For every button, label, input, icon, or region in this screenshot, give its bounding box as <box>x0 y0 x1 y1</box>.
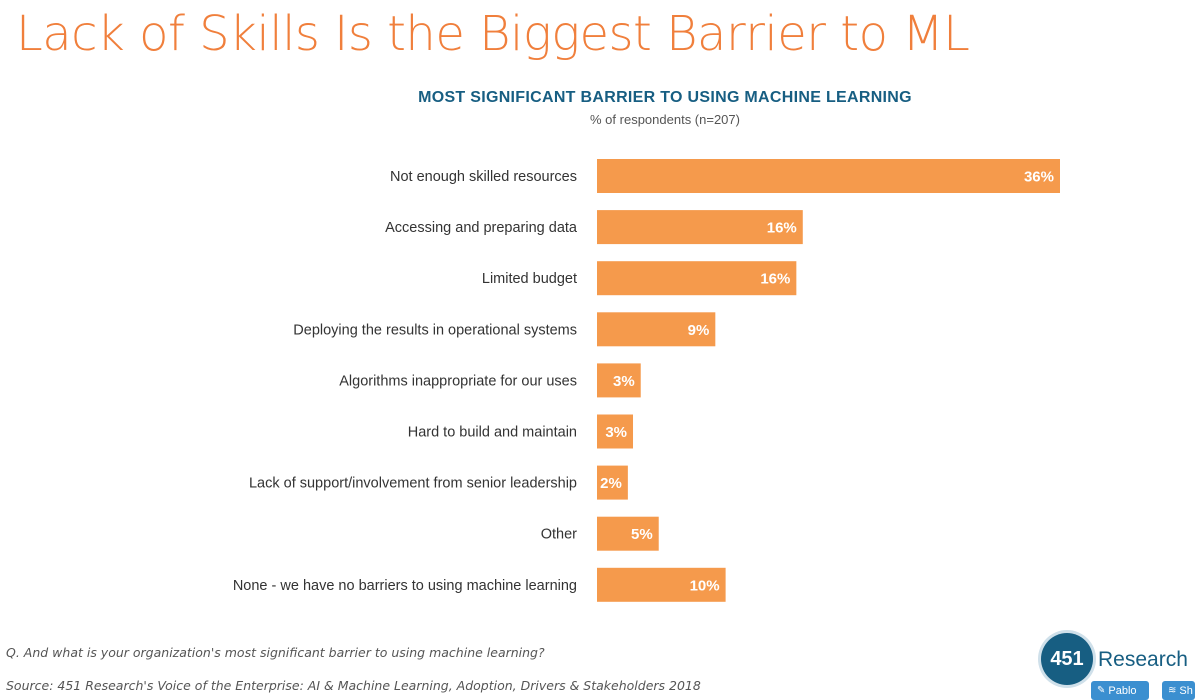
bar-value-label: 16% <box>760 271 790 288</box>
share-label: Sh <box>1179 684 1193 697</box>
bar <box>597 567 726 602</box>
chart-subtitle: % of respondents (n=207) <box>590 112 740 127</box>
share-button[interactable]: ≋ Sh <box>1162 681 1195 700</box>
category-label: Lack of support/involvement from senior … <box>249 476 577 492</box>
bar-value-label: 3% <box>605 424 627 441</box>
category-label: None - we have no barriers to using mach… <box>233 578 577 594</box>
slide-title: Lack of Skills Is the Biggest Barrier to… <box>16 6 970 62</box>
bar-value-label: 16% <box>767 220 797 237</box>
pablo-button[interactable]: ✎ Pablo <box>1091 681 1149 700</box>
layers-icon: ≋ <box>1168 685 1177 696</box>
category-label: Deploying the results in operational sys… <box>293 322 577 338</box>
bar <box>597 465 628 500</box>
source-note: Source: 451 Research's Voice of the Ente… <box>6 678 701 693</box>
bar-value-label: 5% <box>631 526 653 543</box>
logo-research-word: Research <box>1098 648 1188 671</box>
bar <box>597 261 797 296</box>
pencil-icon: ✎ <box>1097 685 1106 696</box>
category-label: Not enough skilled resources <box>390 169 577 185</box>
category-label: Accessing and preparing data <box>385 220 578 236</box>
bar-value-label: 2% <box>600 475 622 492</box>
bar <box>597 516 659 551</box>
logo-451-badge: 451 <box>1041 633 1093 685</box>
bar-value-label: 3% <box>613 373 635 390</box>
category-label: Algorithms inappropriate for our uses <box>339 373 577 389</box>
category-label: Limited budget <box>482 271 577 287</box>
bar <box>597 363 641 398</box>
bar-value-label: 36% <box>1024 169 1054 186</box>
bar <box>597 414 634 449</box>
bar <box>597 312 716 347</box>
bar-value-label: 9% <box>688 322 710 339</box>
survey-question: Q. And what is your organization's most … <box>6 645 545 660</box>
bar <box>597 159 1060 193</box>
category-label: Other <box>541 527 577 543</box>
chart-title: MOST SIGNIFICANT BARRIER TO USING MACHIN… <box>418 89 912 106</box>
pablo-label: Pablo <box>1108 684 1137 697</box>
bar-value-label: 10% <box>690 577 720 594</box>
category-label: Hard to build and maintain <box>408 425 577 441</box>
bar <box>597 210 803 245</box>
